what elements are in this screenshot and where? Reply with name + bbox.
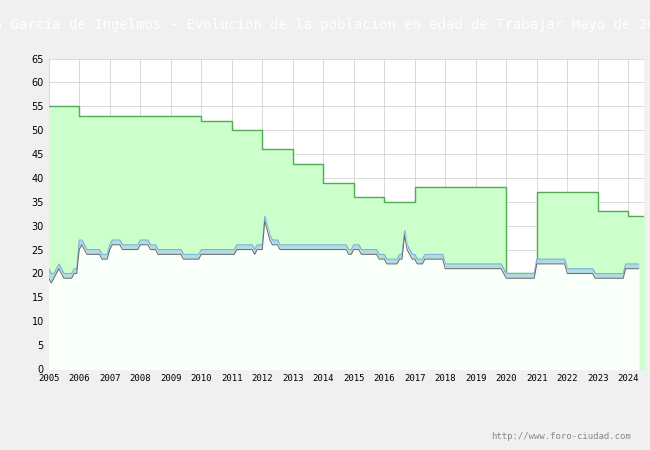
Text: San García de Ingelmos - Evolucion de la poblacion en edad de Trabajar Mayo de 2: San García de Ingelmos - Evolucion de la… [0,18,650,32]
Text: http://www.foro-ciudad.com: http://www.foro-ciudad.com [491,432,630,441]
